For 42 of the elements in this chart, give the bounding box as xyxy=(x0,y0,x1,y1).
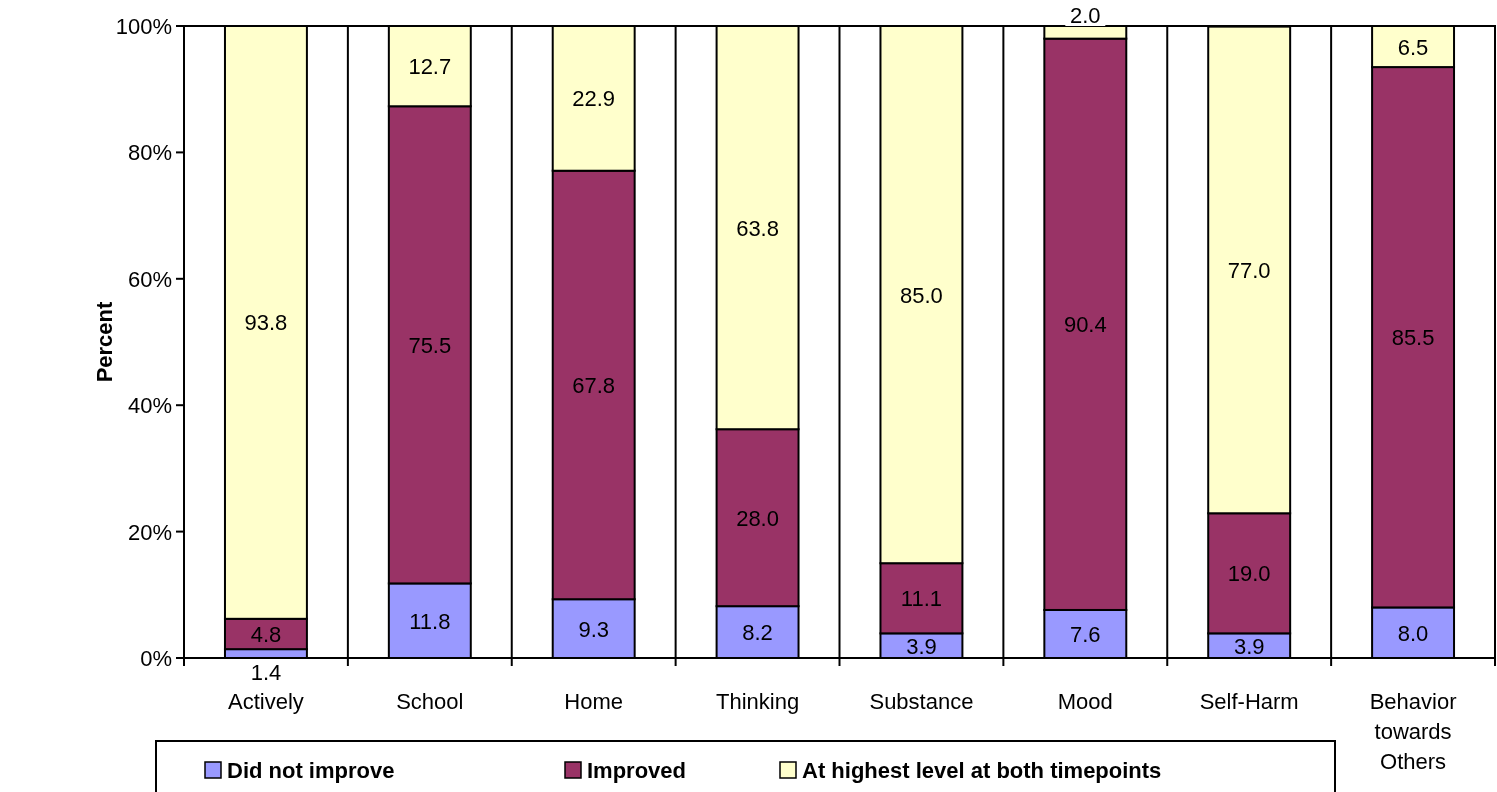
data-label: 8.0 xyxy=(1397,620,1429,646)
data-label: 1.4 xyxy=(250,660,282,685)
data-label: 3.9 xyxy=(906,633,937,659)
y-tick-label: 0% xyxy=(140,646,172,671)
data-label: 77.0 xyxy=(1227,257,1271,283)
y-tick-label: 100% xyxy=(115,14,172,39)
x-tick-label: Behavior towards Others xyxy=(1369,689,1457,774)
x-tick-label: School xyxy=(396,689,464,714)
data-label: 93.8 xyxy=(244,310,288,336)
data-label: 63.8 xyxy=(736,215,779,241)
x-tick-label: Mood xyxy=(1057,689,1113,714)
y-tick-label: 60% xyxy=(127,266,172,292)
x-tick-label: Substance xyxy=(869,689,974,714)
legend-label: Improved xyxy=(587,758,687,783)
y-axis-title: Percent xyxy=(92,300,117,383)
data-label: 85.5 xyxy=(1391,325,1435,351)
data-label: 6.5 xyxy=(1397,34,1429,60)
data-label: 19.0 xyxy=(1227,561,1271,587)
data-label: 11.8 xyxy=(409,608,451,634)
legend-label: Did not improve xyxy=(227,758,395,783)
data-label: 7.6 xyxy=(1070,621,1101,647)
y-tick-label: 40% xyxy=(127,393,172,419)
data-label: 28.0 xyxy=(736,505,779,531)
data-label: 85.0 xyxy=(900,282,943,308)
data-label: 75.5 xyxy=(408,332,452,358)
x-tick-label: Self-Harm xyxy=(1199,689,1299,714)
x-tick-label: Actively xyxy=(228,689,304,714)
data-label: 8.2 xyxy=(742,620,773,646)
data-label: 4.8 xyxy=(250,621,282,647)
data-label: 22.9 xyxy=(572,86,616,112)
x-tick-label: Thinking xyxy=(715,689,800,714)
data-label: 9.3 xyxy=(578,616,609,642)
y-tick-label: 80% xyxy=(127,140,172,166)
legend-label: At highest level at both timepoints xyxy=(802,758,1162,783)
data-label: 3.9 xyxy=(1233,633,1265,659)
y-tick-label: 20% xyxy=(127,519,172,545)
x-tick-label: Home xyxy=(564,689,624,714)
data-label: 2.0 xyxy=(1070,3,1101,28)
data-label: 67.8 xyxy=(572,372,616,398)
data-label: 12.7 xyxy=(408,54,452,80)
data-label: 90.4 xyxy=(1063,312,1107,338)
data-label: 11.1 xyxy=(900,586,943,612)
